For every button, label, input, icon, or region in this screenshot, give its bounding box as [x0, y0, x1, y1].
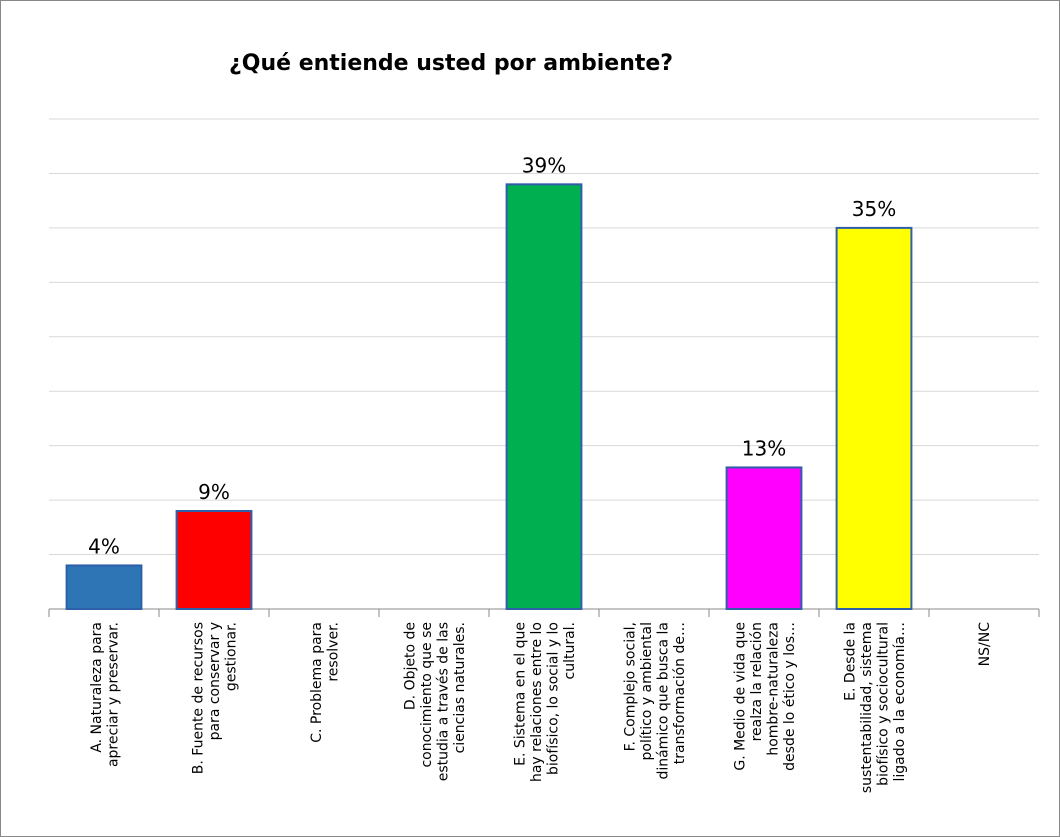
x-tick-label: G. Medio de vida querealza la relaciónho…: [732, 622, 798, 771]
x-tick-label: E. Sistema en el quehay relaciones entre…: [512, 622, 578, 782]
x-tick-label: A. Naturaleza paraapreciar y preservar.: [89, 622, 122, 767]
x-tick-label: B. Fuente de recursospara conservar yges…: [191, 622, 240, 774]
data-label: 9%: [198, 480, 230, 504]
data-label: 35%: [852, 197, 896, 221]
chart-title: ¿Qué entiende usted por ambiente?: [229, 51, 673, 76]
x-tick-label: E. Desde lasustentabilidad, sistemabiofí…: [842, 622, 908, 793]
bar: [65, 564, 143, 611]
bar: [175, 510, 253, 610]
data-label: 13%: [742, 436, 786, 460]
bar: [725, 466, 803, 611]
x-tick-label: D. Objeto deconocimiento que seestudia a…: [402, 622, 468, 781]
bar: [835, 226, 913, 610]
x-tick-label: C. Problema pararesolver.: [309, 622, 342, 743]
data-label: 4%: [88, 534, 120, 558]
bar: [505, 183, 583, 610]
x-tick-label: NS/NC: [977, 622, 993, 667]
data-label: 39%: [522, 153, 566, 177]
x-tick-label: F. Complejo social,político y ambientald…: [622, 622, 688, 780]
